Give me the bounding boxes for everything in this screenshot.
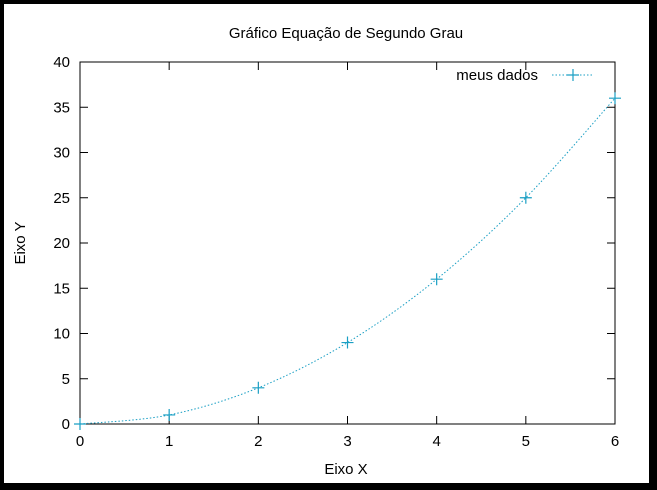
chart-title: Gráfico Equação de Segundo Grau <box>229 25 463 42</box>
chart-canvas: Gráfico Equação de Segundo Grau 05101520… <box>12 25 621 478</box>
plot-frame <box>79 61 616 425</box>
x-tick-label: 3 <box>343 433 351 450</box>
x-tick-label: 5 <box>522 433 530 450</box>
data-point-marker <box>163 408 176 421</box>
y-tick-label: 5 <box>62 371 70 388</box>
data-point-marker <box>609 92 621 105</box>
x-tick-label: 0 <box>76 433 84 450</box>
y-axis-ticks: 0 5 10 15 20 25 30 35 40 <box>53 54 615 433</box>
y-tick-label: 25 <box>53 190 70 207</box>
data-point-marker <box>74 418 86 430</box>
data-point-marker <box>519 191 532 204</box>
x-axis-ticks: 0 1 2 3 4 5 6 <box>76 62 619 450</box>
series-layer <box>74 92 621 430</box>
y-tick-label: 15 <box>53 280 70 297</box>
legend: meus dados <box>456 67 593 84</box>
x-axis-label: Eixo X <box>324 461 367 478</box>
y-tick-label: 30 <box>53 145 70 162</box>
legend-marker-plus-icon <box>567 69 579 81</box>
x-tick-label: 1 <box>165 433 173 450</box>
x-tick-label: 6 <box>611 433 619 450</box>
y-tick-label: 40 <box>53 54 70 71</box>
data-point-marker <box>252 381 265 394</box>
data-point-marker <box>341 336 354 349</box>
data-point-marker <box>430 273 443 286</box>
y-axis-label: Eixo Y <box>12 221 29 264</box>
y-tick-label: 35 <box>53 99 70 116</box>
plot-window: Gráfico Equação de Segundo Grau 0 5 10 15 20… <box>4 4 649 483</box>
x-tick-label: 2 <box>254 433 262 450</box>
y-tick-label: 0 <box>62 416 70 433</box>
legend-label-meus-dados: meus dados <box>456 67 538 84</box>
y-tick-label: 20 <box>53 235 70 252</box>
series-line-meus-dados <box>79 97 616 425</box>
x-tick-label: 4 <box>432 433 440 450</box>
y-tick-label: 10 <box>53 326 70 343</box>
